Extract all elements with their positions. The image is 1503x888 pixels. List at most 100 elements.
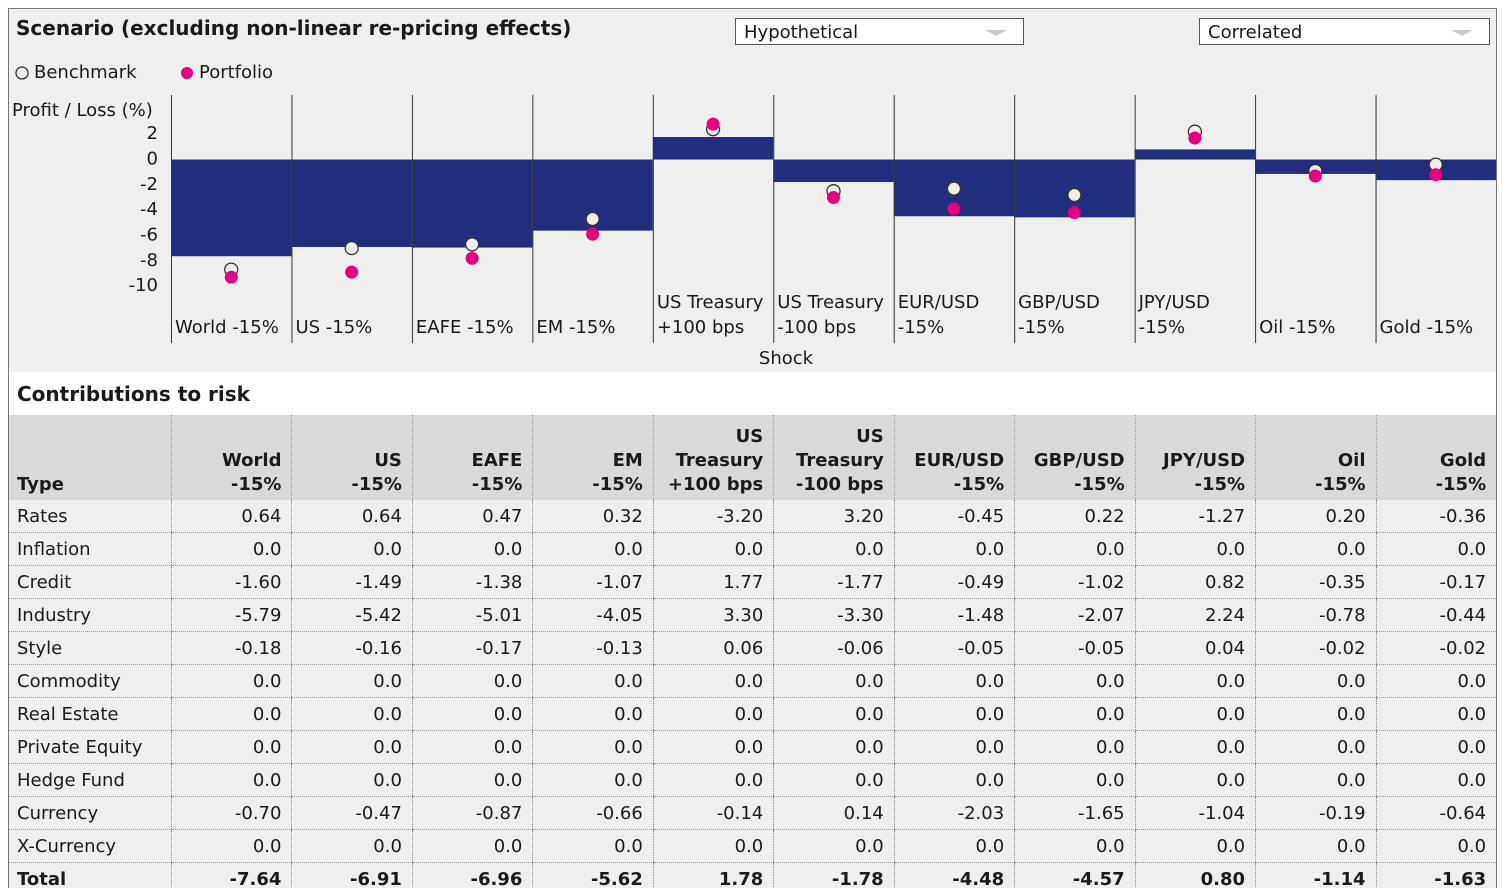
- cell: -3.20: [652, 500, 774, 533]
- cell: 0.0: [1014, 532, 1136, 566]
- cell: -0.87: [411, 796, 533, 830]
- cell: -5.01: [411, 598, 533, 632]
- cell: 0.0: [1375, 697, 1497, 731]
- header-line: EM: [612, 450, 643, 471]
- cell: -0.05: [893, 631, 1015, 665]
- cell: -0.47: [291, 796, 413, 830]
- legend-marker: [15, 66, 29, 80]
- table-row: Inflation 0.0 0.0 0.0 0.0 0.0 0.0 0.0 0.0 0.0 0.0 0…: [8, 532, 1497, 566]
- cell: 0.0: [532, 730, 654, 764]
- cell: -0.05: [1014, 631, 1136, 665]
- cell: Credit: [8, 565, 172, 599]
- cell: 0.0: [411, 532, 533, 566]
- marker-benchmark: [464, 237, 480, 252]
- cell: 0.0: [1375, 730, 1497, 764]
- cell: -0.44: [1375, 598, 1497, 632]
- header-line: +100 bps: [667, 474, 764, 495]
- column-header: JPY/USD -15%: [1134, 415, 1256, 500]
- cell: -1.02: [1014, 565, 1136, 599]
- x-tick-label: EAFE -15%: [415, 317, 514, 338]
- marker-portfolio: [586, 227, 600, 241]
- marker-benchmark: [585, 211, 600, 227]
- y-tick-label: 0: [147, 149, 158, 170]
- marker-portfolio: [1067, 206, 1081, 220]
- cell: 3.20: [773, 500, 895, 533]
- cell: 0.0: [893, 532, 1015, 566]
- cell: 0.0: [1134, 730, 1256, 764]
- header-line: -15%: [592, 474, 643, 495]
- x-tick-label: Oil -15%: [1259, 317, 1336, 338]
- x-tick-label: Gold -15%: [1379, 317, 1474, 338]
- scenario-dropdown[interactable]: Hypothetical: [735, 18, 1024, 45]
- x-tick-label: EM -15%: [536, 317, 616, 338]
- cell: 0.0: [1375, 829, 1497, 863]
- cell: X-Currency: [8, 829, 172, 863]
- cell: Real Estate: [8, 697, 172, 731]
- bar: [652, 137, 774, 160]
- cell: -7.64: [170, 862, 292, 888]
- column-header: EUR/USD -15%: [893, 415, 1015, 500]
- column-header: GBP/USD -15%: [1014, 415, 1136, 500]
- cell: 0.32: [532, 500, 654, 533]
- table-row: X-Currency 0.0 0.0 0.0 0.0 0.0 0.0 0.0 0.0 0.0 0.0…: [8, 829, 1497, 863]
- header-line: -15%: [1435, 474, 1487, 495]
- cell: 0.0: [773, 664, 895, 698]
- cell: 0.0: [1134, 697, 1256, 731]
- cell: 0.0: [170, 730, 292, 764]
- total-row: Total -7.64 -6.91 -6.96 -5.62 1.78 -1.78 -4.48-…: [8, 862, 1497, 888]
- column-header: Type: [8, 415, 172, 500]
- caption-row: Contributions to risk: [8, 372, 1497, 415]
- header-line: JPY/USD: [1163, 450, 1246, 471]
- cell: 0.0: [1014, 763, 1136, 797]
- marker-portfolio: [827, 190, 840, 204]
- header-row: Type World -15% US -15% EAFE -15% EM -15% US Treas…: [8, 415, 1497, 500]
- cell: -0.17: [1375, 565, 1497, 599]
- y-tick-label: -6: [140, 224, 158, 245]
- header-line: US: [735, 426, 764, 447]
- cell: 0.0: [1014, 697, 1136, 731]
- table-row: Industry -5.79 -5.42 -5.01 -4.05 3.30 -3.30 -1.…: [8, 598, 1497, 632]
- cell: 0.04: [1134, 631, 1256, 665]
- cell: 0.22: [1014, 500, 1136, 533]
- cell: 0.0: [291, 730, 413, 764]
- cell: 0.0: [291, 697, 413, 731]
- header-line: -15%: [1314, 474, 1366, 495]
- header-line: -15%: [1074, 474, 1125, 495]
- cell: 0.0: [652, 664, 774, 698]
- cell: 0.0: [170, 763, 292, 797]
- bar: [411, 159, 533, 248]
- bar: [171, 159, 292, 257]
- cell: -1.49: [291, 565, 413, 599]
- correlation-dropdown[interactable]: Correlated: [1199, 18, 1490, 45]
- marker-portfolio: [345, 265, 359, 279]
- header-line: EAFE: [471, 450, 523, 471]
- cell: 0.0: [411, 730, 533, 764]
- header-line: Treasury: [796, 450, 884, 471]
- marker-portfolio: [1308, 169, 1322, 183]
- y-tick-label: -8: [140, 250, 158, 271]
- column-header: Oil -15%: [1255, 415, 1377, 500]
- marker-portfolio: [465, 251, 479, 265]
- cell: Commodity: [8, 664, 172, 698]
- table-row: Currency -0.70 -0.47 -0.87 -0.66 -0.14 0.14 -2.…: [8, 796, 1497, 830]
- cell: 0.0: [170, 829, 292, 863]
- cell: 0.0: [411, 664, 533, 698]
- cell: -0.64: [1375, 796, 1497, 830]
- cell: 0.0: [1014, 664, 1136, 698]
- cell: -5.79: [170, 598, 292, 632]
- cell: 0.0: [291, 532, 413, 566]
- cell: 0.0: [773, 763, 895, 797]
- cell: 0.0: [532, 664, 654, 698]
- legend-label: Benchmark: [34, 62, 137, 83]
- table-row: Style -0.18 -0.16 -0.17 -0.13 0.06 -0.06 -0.05-…: [8, 631, 1497, 665]
- risk-table: Contributions to risk Type World -15% US -15%…: [8, 372, 1498, 888]
- table-row: Rates 0.64 0.64 0.47 0.32 -3.20 3.20 -0.45 0.22-…: [8, 500, 1497, 533]
- header-line: GBP/USD: [1033, 450, 1125, 471]
- cell: -6.91: [291, 862, 413, 888]
- cell: 0.0: [652, 697, 774, 731]
- cell: 0.0: [652, 763, 774, 797]
- cell: -0.49: [893, 565, 1015, 599]
- cell: -0.14: [652, 796, 774, 830]
- header-line: US: [856, 426, 884, 447]
- y-tick-label: 2: [147, 123, 158, 144]
